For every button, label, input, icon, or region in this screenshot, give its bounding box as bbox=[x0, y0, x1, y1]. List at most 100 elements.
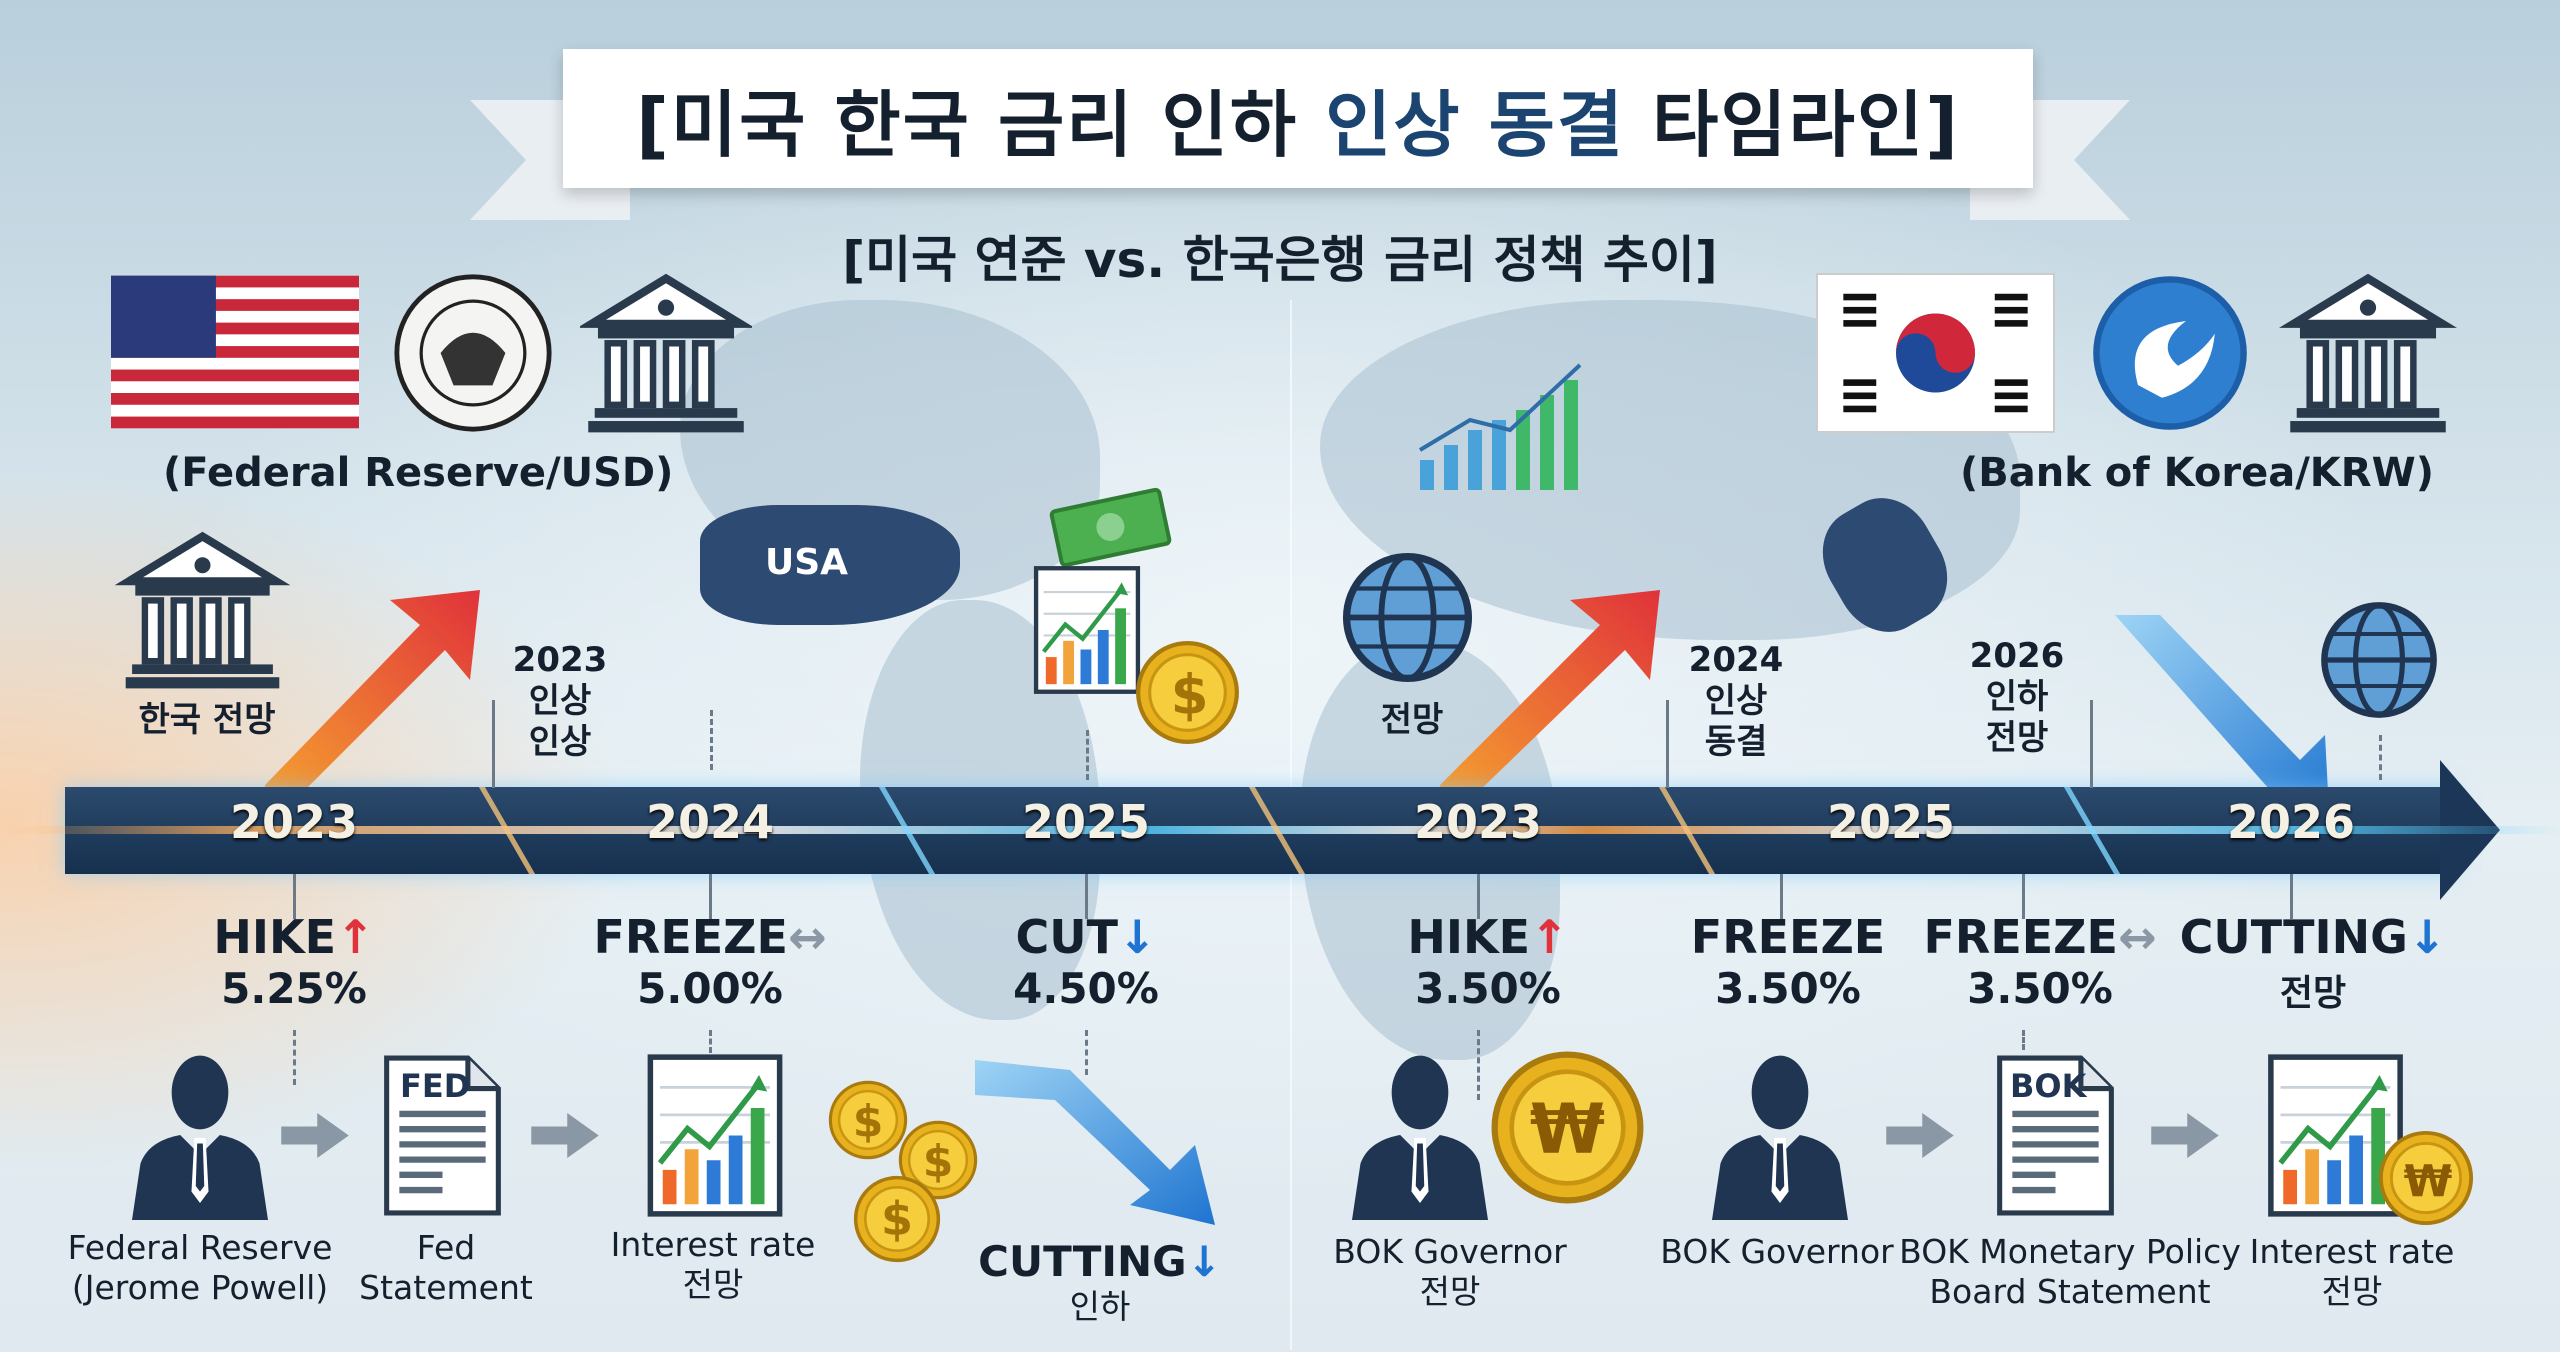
label-line: Statement bbox=[359, 1267, 533, 1307]
arrow-right-icon bbox=[2150, 1113, 2220, 1158]
connector-line bbox=[1666, 700, 1669, 788]
timeline-year: 2024 bbox=[645, 795, 775, 849]
label-line: BOK Monetary Policy bbox=[1899, 1232, 2241, 1271]
event-kr-freeze: FREEZE↔ 3.50% bbox=[1860, 910, 2220, 1013]
connector-line bbox=[2090, 700, 2093, 788]
svg-text:$: $ bbox=[853, 1096, 884, 1147]
connector-line bbox=[1085, 1030, 1088, 1075]
person-silhouette-icon bbox=[110, 1050, 290, 1220]
arrow-left-right-icon: ↔ bbox=[787, 910, 827, 964]
event-action: HIKE bbox=[1407, 910, 1531, 964]
timeline-year: 2023 bbox=[229, 795, 359, 849]
usa-map-shape bbox=[700, 505, 960, 625]
bank-of-korea-logo-icon bbox=[2093, 276, 2247, 430]
label-line: Interest rate bbox=[610, 1225, 816, 1264]
connector-line bbox=[2022, 874, 2025, 919]
annotation-2024-hike-freeze: 2024 인상 동결 bbox=[1666, 640, 1806, 762]
annotation-korea-outlook: 한국 전망 bbox=[132, 700, 282, 741]
arrow-left-right-icon: ↔ bbox=[2117, 910, 2157, 964]
annotation-line: 인하 bbox=[1985, 676, 2049, 717]
label-line: 인하 bbox=[1069, 1287, 1131, 1327]
dollar-coin-icon: $ bbox=[1135, 640, 1240, 745]
event-action: CUT bbox=[1015, 910, 1118, 964]
arrow-up-icon: ↑ bbox=[1530, 910, 1569, 964]
annotation-line: 인상 bbox=[1704, 680, 1768, 721]
arrow-right-icon bbox=[280, 1113, 350, 1158]
timeline-year: 2025 bbox=[1826, 795, 1956, 849]
svg-text:$: $ bbox=[923, 1136, 954, 1187]
label-line: CUTTING bbox=[978, 1237, 1187, 1286]
annotation-line: 2023 bbox=[512, 640, 608, 680]
bok-doc-label: BOK bbox=[2010, 1067, 2087, 1105]
event-rate: 5.25% bbox=[221, 964, 367, 1013]
label-line: 전망 bbox=[682, 1264, 744, 1304]
annotation-outlook: 전망 bbox=[1342, 700, 1482, 741]
event-rate: 4.50% bbox=[1013, 964, 1159, 1013]
label-line: Board Statement bbox=[1929, 1271, 2211, 1311]
subtitle: [미국 연준 vs. 한국은행 금리 정책 추이] bbox=[842, 231, 1718, 289]
annotation-2026-cut-outlook: 2026 인하 전망 bbox=[1947, 636, 2087, 758]
annotation-line: 전망 bbox=[1380, 700, 1444, 740]
svg-text:$: $ bbox=[1171, 663, 1209, 727]
bank-of-korea-label: (Bank of Korea/KRW) bbox=[1960, 450, 2435, 496]
connector-line bbox=[293, 1030, 296, 1085]
connector-line bbox=[492, 700, 495, 788]
connector-line bbox=[2290, 874, 2293, 919]
annotation-line: 인상 bbox=[528, 721, 592, 762]
event-rate: 3.50% bbox=[1715, 964, 1861, 1013]
event-action: FREEZE bbox=[1690, 910, 1886, 964]
event-action: FREEZE bbox=[593, 910, 788, 964]
event-us-2024-freeze: FREEZE↔ 5.00% bbox=[530, 910, 890, 1013]
connector-line bbox=[1477, 874, 1480, 919]
label-line: Fed bbox=[416, 1228, 476, 1267]
arrow-right-icon bbox=[530, 1113, 600, 1158]
event-rate: 3.50% bbox=[1967, 964, 2113, 1013]
annotation-line: 2026 bbox=[1969, 636, 2065, 676]
annotation-line: 동결 bbox=[1704, 721, 1768, 762]
arrow-down-icon: ↓ bbox=[2407, 910, 2447, 964]
connector-line bbox=[293, 874, 296, 919]
bar-chart-background-icon bbox=[1418, 363, 1582, 490]
arrow-up-icon: ↑ bbox=[336, 910, 375, 964]
annotation-line: 2024 bbox=[1688, 640, 1784, 680]
timeline-year: 2023 bbox=[1413, 795, 1543, 849]
label-fed-statement: Fed Statement bbox=[266, 1228, 626, 1307]
label-interest-rate: Interest rate 전망 bbox=[533, 1225, 893, 1304]
connector-line bbox=[710, 710, 713, 770]
event-us-2023-hike: HIKE↑ 5.25% bbox=[114, 910, 474, 1013]
event-rate: 전망 bbox=[2279, 973, 2347, 1014]
event-action: FREEZE bbox=[1923, 910, 2118, 964]
svg-text:$: $ bbox=[881, 1192, 913, 1246]
label-bok-board-statement: BOK Monetary Policy Board Statement bbox=[1870, 1232, 2270, 1311]
event-rate: 5.00% bbox=[637, 964, 783, 1013]
title-text-end: 타임라인] bbox=[1625, 83, 1961, 167]
event-kr-2025-freeze: FREEZE 3.50% bbox=[1608, 910, 1968, 1013]
event-us-2025-cut: CUT↓ 4.50% bbox=[906, 910, 1266, 1013]
label-bok-governor: BOK Governor bbox=[1597, 1232, 1957, 1272]
label-cutting: CUTTING↓ 인하 bbox=[920, 1237, 1280, 1327]
event-kr-2023-hike: HIKE↑ 3.50% bbox=[1308, 910, 1668, 1013]
won-coin-icon: ₩ bbox=[1490, 1050, 1645, 1205]
usa-map-label: USA bbox=[765, 542, 849, 583]
annotation-line: 전망 bbox=[1985, 717, 2049, 758]
svg-text:₩: ₩ bbox=[1530, 1090, 1605, 1169]
label-line: BOK Governor bbox=[1333, 1232, 1567, 1271]
connector-line bbox=[2022, 1030, 2025, 1050]
fed-doc-label: FED bbox=[400, 1067, 471, 1105]
dollar-coins-icon: $$$ bbox=[828, 1080, 978, 1263]
label-line: Federal Reserve bbox=[67, 1228, 333, 1267]
connector-line bbox=[1085, 874, 1088, 919]
interest-rate-chart-icon bbox=[625, 1053, 805, 1218]
event-action: HIKE bbox=[213, 910, 337, 964]
event-kr-2026-cutting: CUTTING↓ 전망 bbox=[2133, 910, 2493, 1016]
label-line: Interest rate bbox=[2249, 1232, 2455, 1271]
person-silhouette-icon bbox=[1330, 1050, 1510, 1220]
label-line: BOK Governor bbox=[1660, 1232, 1894, 1271]
annotation-line: 한국 전망 bbox=[138, 700, 276, 740]
title-banner: [미국 한국 금리 인하 인상 동결 타임라인] bbox=[563, 49, 2033, 188]
korea-flag-icon bbox=[1816, 273, 2055, 433]
title-text: [미국 한국 금리 인하 bbox=[635, 83, 1326, 167]
label-interest-rate: Interest rate 전망 bbox=[2172, 1232, 2532, 1311]
event-rate: 3.50% bbox=[1415, 964, 1561, 1013]
